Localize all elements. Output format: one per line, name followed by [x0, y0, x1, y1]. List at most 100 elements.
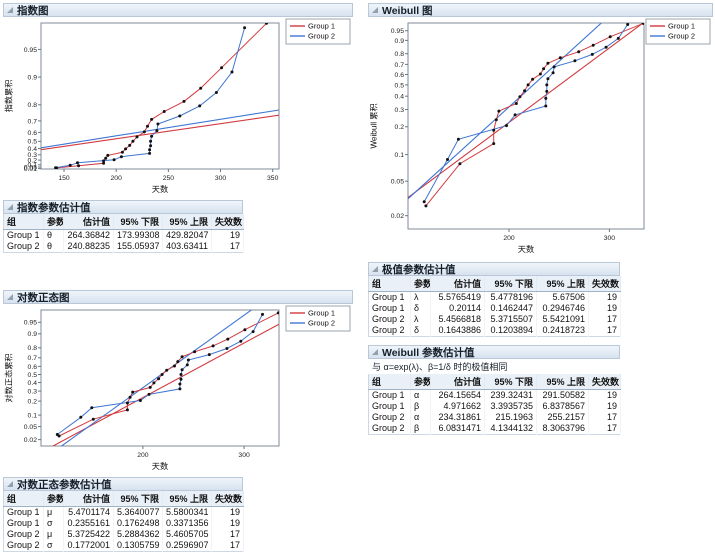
weibull-plot-chart[interactable]: 0.02 0.05 0.1 0.2 0.3 0.4 0.5 0.6 0.7 0.8 0.9 0.95 2… — [368, 17, 713, 255]
table-row: Group 1 β 4.971662 3.3935735 6.8378567 19 — [368, 401, 621, 412]
value-cell: 4.1344132 — [484, 423, 537, 435]
value-cell: 6.8378567 — [536, 401, 589, 412]
data-point — [179, 373, 183, 376]
y-tick-label: 0.7 — [28, 355, 38, 362]
data-point — [492, 128, 496, 132]
data-point — [590, 52, 594, 56]
data-point — [119, 155, 123, 159]
value-cell: 17 — [588, 314, 621, 325]
parameter-cell: θ — [43, 229, 64, 241]
value-cell: 5.4701174 — [63, 506, 114, 518]
data-point — [180, 368, 184, 372]
y-tick-label: 0.2 — [395, 124, 405, 131]
disclosure-icon[interactable] — [372, 266, 378, 272]
group-cell: Group 1 — [3, 506, 44, 518]
section-header-extreme-params[interactable]: 极值参数估计值 — [368, 262, 620, 276]
data-point — [573, 59, 577, 63]
value-cell: 19 — [588, 291, 621, 303]
section-header-weibull-plot[interactable]: Weibull 图 — [368, 3, 713, 17]
y-tick-label: 0.4 — [28, 380, 38, 387]
section-header-exponential-plot[interactable]: 指数图 — [3, 3, 353, 17]
data-point — [142, 130, 146, 134]
y-tick-label: 0.9 — [28, 75, 38, 82]
value-cell: 5.5765419 — [430, 291, 485, 303]
column-header: 95% 上限 — [536, 276, 589, 292]
data-point — [616, 36, 620, 40]
value-cell: 5.3715507 — [484, 314, 537, 325]
data-point — [91, 417, 95, 421]
data-point — [155, 129, 159, 133]
plot-frame — [407, 22, 645, 230]
y-tick-label: 0.1 — [395, 152, 405, 159]
disclosure-icon[interactable] — [372, 349, 378, 355]
data-point — [149, 139, 153, 143]
value-cell: 0.1772001 — [63, 540, 114, 552]
table-row: Group 2 σ 0.1772001 0.1305759 0.2596907 17 — [3, 540, 244, 552]
exponential-plot-svg: 0.010.050.10.20.30.40.5 0.6 0.7 0.8 0.9 0.95 1… — [4, 18, 351, 194]
column-header: 估计值 — [430, 374, 485, 390]
data-point — [106, 153, 110, 157]
table-row: Group 2 δ 0.1643886 0.1203894 0.2418723 17 — [368, 325, 621, 337]
column-header: 95% 下限 — [484, 276, 537, 292]
y-tick-label: 0.6 — [395, 72, 405, 79]
left-column: 指数图 0.01 0.05 0.1 0.2 0.3 0.4 0.5 0.6 0.7 0.8 0.9 0… — [3, 3, 355, 552]
disclosure-icon[interactable] — [7, 7, 13, 13]
x-axis-title: 天数 — [518, 244, 534, 254]
data-point — [422, 200, 426, 204]
column-header: 95% 上限 — [162, 491, 212, 507]
y-tick-label: 0.1 — [28, 413, 38, 420]
data-point — [544, 96, 548, 100]
data-point — [545, 83, 549, 87]
x-tick-label: 300 — [238, 452, 250, 459]
weibull-equivalence-note: 与 α=exp(λ)、β=1/δ 时的极值相同 — [372, 362, 508, 372]
value-cell: 0.2946746 — [536, 303, 589, 314]
column-header: 组 — [3, 214, 44, 230]
data-point — [152, 381, 156, 385]
value-cell: 19 — [588, 389, 621, 401]
section-header-lognormal-plot[interactable]: 对数正态图 — [3, 290, 353, 304]
disclosure-icon[interactable] — [7, 204, 13, 210]
value-cell: 19 — [588, 303, 621, 314]
x-tick-label: 250 — [163, 175, 175, 182]
group-cell: Group 1 — [368, 389, 411, 401]
data-point — [180, 355, 184, 359]
y-tick-label: 0.4 — [28, 146, 38, 153]
data-point — [577, 50, 581, 54]
group-cell: Group 2 — [3, 241, 44, 253]
group-cell: Group 2 — [368, 314, 411, 325]
column-header: 组 — [368, 276, 411, 292]
disclosure-icon[interactable] — [372, 7, 378, 13]
section-header-weibull-params[interactable]: Weibull 参数估计值 — [368, 345, 620, 359]
legend-label: Group 1 — [668, 22, 695, 31]
legend-box — [285, 305, 351, 332]
exponential-plot-chart[interactable]: 0.01 0.05 0.1 0.2 0.3 0.4 0.5 0.6 0.7 0.8 0.9 0.95 1… — [3, 17, 353, 195]
data-point — [162, 110, 166, 113]
parameter-cell: β — [410, 401, 431, 412]
data-point — [182, 99, 186, 103]
data-point — [608, 35, 612, 39]
table-row: Group 1 θ 264.36842 173.99308 429.82047 19 — [3, 229, 244, 241]
lognormal-plot-chart[interactable]: 0.02 0.05 0.1 0.2 0.3 0.4 0.5 0.6 0.7 0.8 0.9 0.95 2… — [3, 304, 353, 472]
fit-line-group-1 — [41, 114, 279, 151]
value-cell: 155.05937 — [113, 241, 163, 253]
value-cell: 291.50582 — [536, 389, 589, 401]
data-point — [492, 142, 496, 146]
data-point — [243, 26, 247, 30]
data-point — [125, 408, 129, 412]
section-header-lognormal-params[interactable]: 对数正态参数估计值 — [3, 477, 243, 491]
y-tick-label: 0.01 — [24, 166, 37, 173]
data-point — [226, 337, 230, 341]
group-cell: Group 1 — [368, 401, 411, 412]
data-point — [220, 66, 224, 70]
column-header: 失效数 — [588, 374, 621, 390]
disclosure-icon[interactable] — [7, 294, 13, 300]
value-cell: 0.1203894 — [484, 325, 537, 337]
data-point — [641, 23, 644, 25]
section-header-exponential-params[interactable]: 指数参数估计值 — [3, 200, 243, 214]
column-header: 95% 下限 — [484, 374, 537, 390]
disclosure-icon[interactable] — [7, 481, 13, 487]
value-cell: 5.3725422 — [63, 529, 114, 540]
